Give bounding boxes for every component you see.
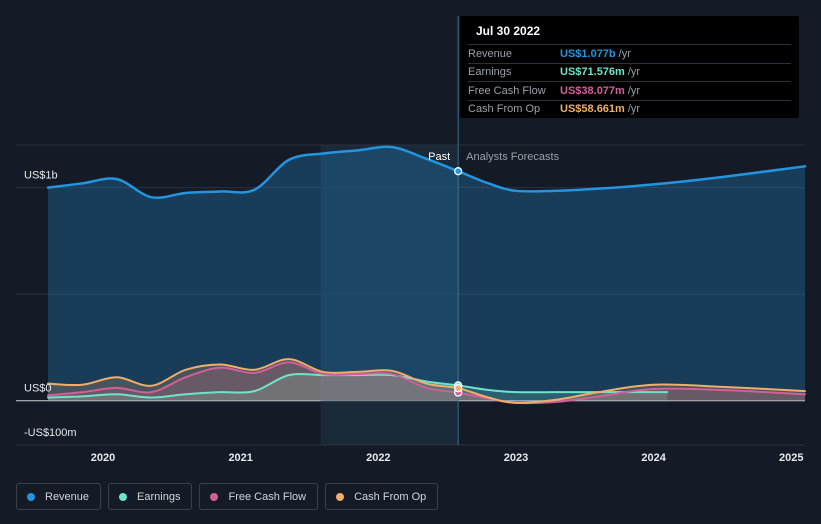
series-markers — [454, 167, 463, 397]
tooltip-label: Revenue — [468, 47, 513, 60]
series-areas — [48, 146, 805, 404]
series-marker — [454, 167, 463, 176]
tooltip-value: US$1.077b — [560, 47, 616, 60]
tooltip: Jul 30 2022 Revenue US$1.077b /yr Earnin… — [460, 16, 799, 118]
x-tick-label: 2023 — [504, 452, 528, 464]
tooltip-label: Cash From Op — [468, 103, 541, 116]
x-tick-label: 2020 — [91, 452, 115, 464]
series-line — [46, 145, 807, 199]
y-tick-label: -US$100m — [24, 427, 77, 439]
tooltip-label: Earnings — [468, 66, 512, 79]
series-marker — [454, 384, 463, 393]
tooltip-row-cash-from-op: Cash From Op US$58.661m /yr — [468, 99, 791, 119]
series-line — [47, 361, 806, 405]
tooltip-unit: /yr — [618, 47, 631, 60]
legend-label: Earnings — [137, 490, 181, 503]
legend-label: Cash From Op — [354, 490, 427, 503]
series-line — [47, 358, 806, 404]
past-label: Past — [428, 151, 450, 163]
tooltip-unit: /yr — [627, 66, 641, 79]
series-area — [48, 146, 805, 401]
legend-dot-icon — [210, 492, 219, 501]
legend-dot-icon — [119, 492, 128, 501]
y-tick-label: US$0 — [24, 383, 52, 395]
legend-item-earnings[interactable]: Earnings — [108, 483, 193, 510]
legend-dot-icon — [336, 492, 345, 501]
x-tick-label: 2025 — [779, 452, 803, 464]
tooltip-date: Jul 30 2022 — [476, 24, 541, 38]
tooltip-value: US$38.077m — [560, 84, 625, 97]
tooltip-value: US$58.661m — [560, 103, 625, 116]
tooltip-row-free-cash-flow: Free Cash Flow US$38.077m /yr — [468, 81, 791, 100]
x-tick-label: 2024 — [641, 452, 666, 464]
legend: Revenue Earnings Free Cash Flow Cash Fro… — [16, 483, 439, 510]
series-line — [47, 372, 669, 399]
tooltip-row-revenue: Revenue US$1.077b /yr — [468, 44, 791, 63]
series-lines — [46, 145, 807, 405]
x-tick-label: 2022 — [366, 452, 390, 464]
axis-labels: US$1b US$0 -US$100m 2020 2021 2022 2023 2024 202… — [24, 170, 803, 464]
legend-label: Revenue — [45, 490, 90, 503]
tooltip-row-earnings: Earnings US$71.576m /yr — [468, 62, 791, 82]
x-tick-label: 2021 — [228, 452, 252, 464]
legend-label: Free Cash Flow — [228, 490, 307, 503]
legend-item-cash-from-op[interactable]: Cash From Op — [325, 483, 439, 510]
tooltip-value: US$71.576m — [560, 66, 625, 79]
legend-item-revenue[interactable]: Revenue — [16, 483, 102, 510]
past-region — [320, 145, 459, 445]
y-tick-label: US$1b — [24, 170, 58, 182]
tooltip-unit: /yr — [627, 84, 641, 97]
legend-dot-icon — [27, 492, 35, 501]
tooltip-unit: /yr — [627, 103, 641, 116]
tooltip-label: Free Cash Flow — [468, 84, 546, 97]
legend-item-free-cash-flow[interactable]: Free Cash Flow — [199, 483, 319, 510]
forecast-label: Analysts Forecasts — [466, 151, 559, 163]
